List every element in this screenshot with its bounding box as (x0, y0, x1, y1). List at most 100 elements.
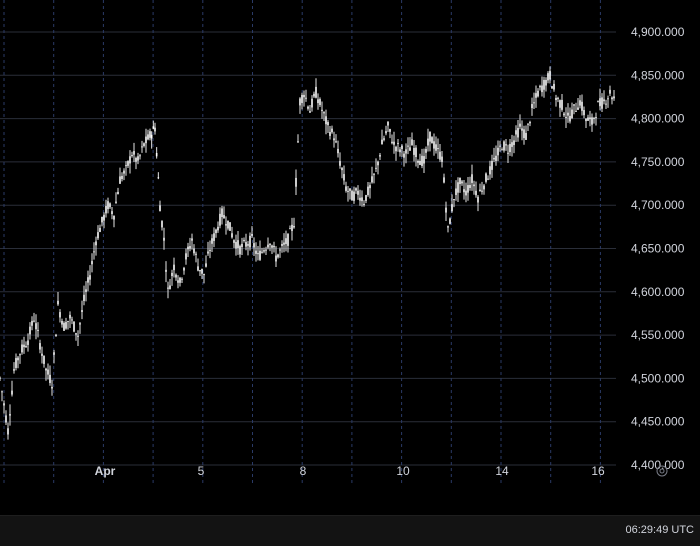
candle-body (467, 185, 469, 193)
candle-body (583, 110, 585, 116)
candle-body (465, 190, 467, 196)
candle-body (15, 358, 17, 368)
candle-body (261, 251, 263, 253)
candle-body (471, 174, 473, 183)
candle-body (511, 142, 513, 147)
candle-body (135, 157, 137, 162)
chart-area[interactable]: 4,400.000 4,450.000 4,500.000 4,550.000 4,60… (0, 0, 700, 515)
candle-body (477, 196, 479, 203)
candle-body (205, 263, 207, 267)
candle-body (359, 197, 361, 201)
candle-body (445, 207, 447, 213)
price-axis[interactable]: 4,400.000 4,450.000 4,500.000 4,550.000 4,60… (631, 25, 685, 472)
candle-body (573, 104, 575, 106)
candle-body (241, 243, 243, 247)
candle-body (429, 131, 431, 142)
candle-body (419, 160, 421, 165)
price-chart[interactable]: 4,400.000 4,450.000 4,500.000 4,550.000 4,60… (0, 0, 700, 515)
candle-body (475, 190, 477, 196)
candle-body (195, 253, 197, 255)
candle-body (489, 166, 491, 175)
candle-body (289, 228, 291, 230)
candle-body (495, 155, 497, 161)
candle-body (273, 245, 275, 248)
candle-body (47, 369, 49, 375)
candle-body (513, 140, 515, 146)
candle-body (341, 168, 343, 171)
candle-body (447, 226, 449, 228)
candle-body (279, 249, 281, 251)
candle-body (589, 117, 591, 120)
candle-body (9, 414, 11, 416)
candle-body (531, 104, 533, 109)
candle-body (405, 149, 407, 154)
candle-body (443, 177, 445, 183)
candle-body (127, 161, 129, 166)
candle-body (331, 128, 333, 133)
price-tick-label: 4,800.000 (631, 112, 685, 126)
candle-body (325, 116, 327, 125)
candle-body (259, 250, 261, 260)
candle-body (507, 152, 509, 154)
candle-body (441, 156, 443, 162)
candle-body (125, 165, 127, 167)
candle-body (395, 146, 397, 152)
candle-body (557, 97, 559, 99)
candle-body (255, 250, 257, 254)
time-tick-label: 5 (198, 464, 205, 478)
candle-body (363, 203, 365, 205)
candle-body (355, 188, 357, 191)
candle-body (152, 126, 155, 129)
candle-body (569, 115, 571, 122)
candle-body (253, 243, 255, 248)
candle-body (213, 233, 215, 241)
candle-body (53, 352, 55, 355)
utc-clock: 06:29:49 UTC (625, 524, 694, 536)
candle-body (491, 160, 493, 170)
candle-body (297, 141, 299, 143)
candle-body (541, 85, 543, 93)
candle-body (349, 188, 351, 191)
candle-body (149, 131, 151, 138)
candle-body (543, 79, 545, 90)
candle-body (43, 355, 45, 364)
candle-body (225, 224, 227, 226)
candle-body (493, 157, 495, 160)
candle-body (295, 177, 297, 187)
candle-body (397, 142, 399, 144)
candle-body (89, 275, 91, 280)
candle-body (367, 186, 369, 195)
candle-body (455, 188, 457, 195)
candle-body (203, 273, 205, 276)
candle-body (551, 86, 553, 89)
candle-body (401, 145, 403, 150)
candle-body (415, 147, 417, 158)
candle-body (27, 340, 29, 345)
time-axis[interactable]: Apr 5 8 10 14 16 (95, 464, 605, 478)
candle-body (23, 344, 25, 348)
candle-body (71, 319, 73, 321)
settings-icon[interactable] (656, 465, 668, 477)
candle-body (81, 310, 83, 313)
candle-body (157, 177, 160, 179)
candle-body (197, 266, 199, 271)
candle-body (263, 250, 265, 252)
candle-body (501, 149, 503, 151)
candle-body (113, 215, 115, 220)
candle-body (449, 218, 451, 224)
candle-body (159, 205, 161, 212)
candle-body (545, 79, 547, 86)
candle-body (327, 122, 329, 126)
candle-body (131, 155, 133, 157)
candle-body (141, 146, 143, 148)
candle-body (375, 167, 377, 169)
candle-body (229, 222, 231, 231)
candle-body (207, 251, 209, 254)
candle-body (365, 195, 367, 201)
candle-body (603, 99, 605, 102)
candle-body (439, 151, 441, 160)
candle-body (521, 128, 523, 131)
candle-body (427, 138, 429, 146)
candle-body (115, 201, 117, 203)
candle-body (85, 289, 87, 292)
